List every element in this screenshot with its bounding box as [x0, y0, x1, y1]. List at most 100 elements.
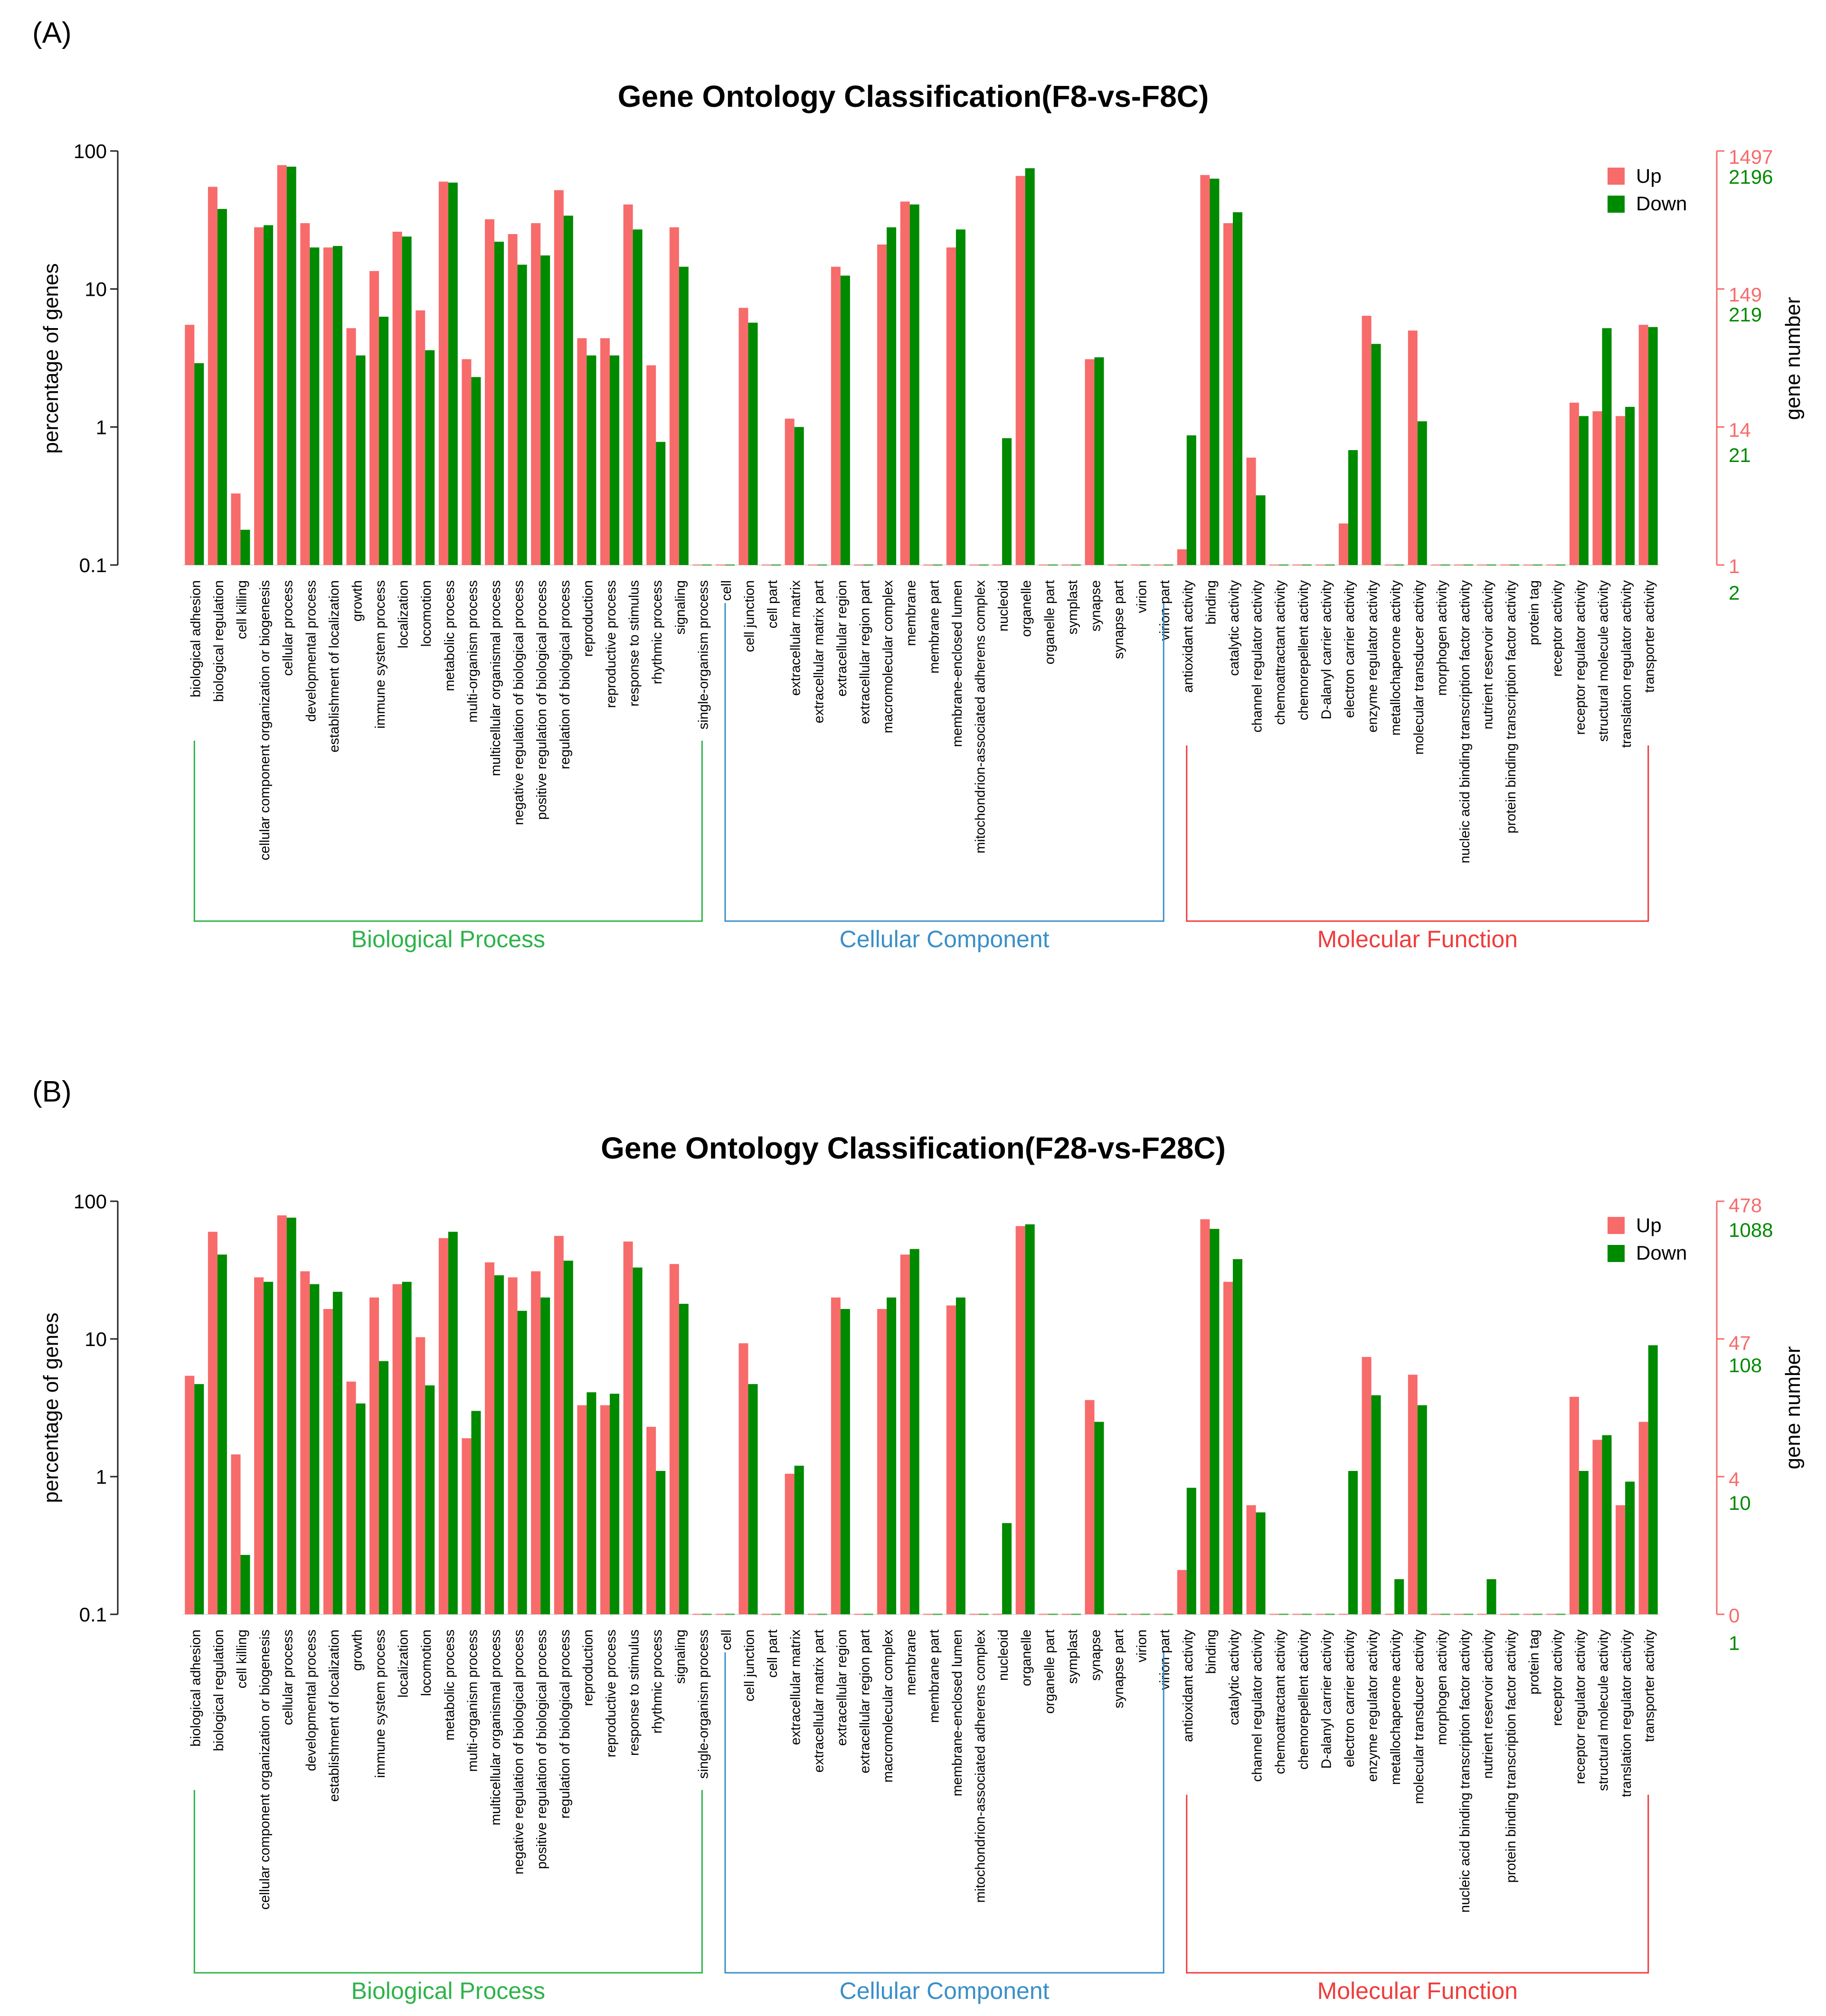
- bar-down-45: [1233, 212, 1242, 565]
- category-label-19: response to stimulus: [627, 580, 642, 707]
- category-label-1: biological regulation: [211, 580, 227, 702]
- bar-down-60: [1579, 1471, 1589, 1614]
- category-label-55: nucleic acid binding transcription facto…: [1457, 580, 1473, 864]
- bar-up-17: [577, 1405, 587, 1614]
- bar-down-35: [1002, 1523, 1012, 1614]
- category-label-27: extracellular matrix part: [811, 1630, 826, 1772]
- bar-down-9: [402, 1281, 412, 1614]
- category-label-60: receptor regulator activity: [1573, 1630, 1588, 1784]
- category-label-38: symplast: [1065, 1630, 1080, 1684]
- category-label-45: catalytic activity: [1227, 580, 1242, 676]
- bar-up-20: [646, 1427, 656, 1614]
- bar-down-46: [1256, 1512, 1266, 1614]
- bar-up-26: [785, 418, 795, 565]
- bar-up-28: [831, 266, 841, 565]
- category-label-10: locomotion: [419, 580, 434, 647]
- category-label-13: multicellular organismal process: [488, 580, 503, 776]
- bar-up-9: [392, 1284, 402, 1614]
- group-bracket-1: [724, 1652, 1164, 1974]
- category-label-6: establishment of localization: [327, 1630, 342, 1802]
- bar-up-62: [1616, 416, 1626, 565]
- bar-up-33: [946, 1305, 956, 1614]
- bar-down-44: [1210, 179, 1220, 565]
- bar-up-20: [646, 365, 656, 565]
- bar-up-26: [785, 1473, 795, 1614]
- bar-up-15: [531, 223, 541, 565]
- category-label-25: cell part: [765, 1630, 780, 1678]
- right-tick-up-label: 4: [1729, 1468, 1740, 1490]
- bar-up-43: [1177, 549, 1187, 565]
- bar-down-53: [1417, 421, 1427, 565]
- bar-down-52: [1394, 1579, 1404, 1614]
- right-tick-down-label: 108: [1729, 1354, 1762, 1376]
- panel-label: (A): [32, 17, 72, 49]
- category-label-21: signaling: [673, 580, 688, 634]
- category-label-57: protein binding transcription factor act…: [1504, 580, 1519, 834]
- bar-down-60: [1579, 416, 1589, 565]
- bar-up-7: [346, 1381, 356, 1614]
- bar-down-63: [1648, 327, 1658, 565]
- bar-down-15: [540, 255, 550, 565]
- bar-up-8: [369, 1297, 379, 1614]
- group-label-2: Molecular Function: [1317, 926, 1518, 952]
- category-label-55: nucleic acid binding transcription facto…: [1457, 1630, 1473, 1913]
- category-label-43: antioxidant activity: [1181, 580, 1196, 693]
- category-label-50: electron carrier activity: [1342, 1630, 1357, 1768]
- left-tick-label: 1: [96, 416, 107, 438]
- group-bracket-1: [724, 603, 1164, 922]
- bar-down-5: [310, 1284, 320, 1614]
- bar-down-61: [1602, 328, 1612, 565]
- category-label-60: receptor regulator activity: [1573, 580, 1588, 735]
- category-label-58: protein tag: [1527, 580, 1542, 645]
- bar-up-60: [1569, 403, 1579, 565]
- bar-up-5: [300, 223, 310, 565]
- category-label-20: rhythmic process: [650, 1630, 665, 1733]
- left-tick-label: 10: [85, 1328, 107, 1350]
- bar-up-14: [508, 1277, 518, 1614]
- category-label-36: organelle: [1019, 1630, 1034, 1686]
- bar-up-19: [623, 204, 633, 565]
- category-label-12: multi-organism process: [465, 1630, 480, 1772]
- category-label-53: molecular transducer activity: [1411, 580, 1427, 755]
- category-label-23: cell: [719, 580, 734, 601]
- bar-up-0: [185, 325, 195, 565]
- bar-down-1: [217, 209, 227, 565]
- category-label-4: cellular process: [281, 580, 296, 676]
- bar-down-56: [1486, 1579, 1496, 1614]
- category-label-6: establishment of localization: [327, 580, 342, 753]
- y-axis-label: percentage of genes: [39, 263, 63, 453]
- bar-up-51: [1362, 316, 1372, 565]
- right-tick-up-label: 149: [1729, 283, 1762, 306]
- category-label-0: biological adhesion: [188, 1630, 203, 1747]
- right-tick-up-label: 0: [1729, 1604, 1740, 1627]
- group-bracket-2: [1186, 1795, 1649, 1974]
- bar-down-18: [610, 1394, 619, 1614]
- category-label-56: nutrient reservoir activity: [1481, 580, 1496, 730]
- bar-down-20: [656, 442, 666, 565]
- bar-down-4: [286, 167, 296, 565]
- bar-down-31: [909, 204, 919, 565]
- bar-down-36: [1025, 1224, 1035, 1614]
- bar-up-17: [577, 338, 587, 565]
- bar-up-16: [554, 190, 564, 565]
- category-label-2: cell killing: [235, 580, 250, 639]
- category-label-24: cell junction: [742, 1630, 757, 1702]
- category-label-52: metallochaperone activity: [1388, 580, 1403, 736]
- category-label-47: chemoattractant activity: [1273, 580, 1288, 725]
- bar-down-17: [587, 355, 596, 565]
- bar-up-30: [877, 245, 887, 565]
- bar-down-31: [909, 1249, 919, 1614]
- right-tick-down-label: 10: [1729, 1492, 1751, 1514]
- category-label-49: D-alanyl carrier activity: [1319, 580, 1334, 720]
- bar-down-39: [1094, 1422, 1104, 1614]
- bar-down-24: [748, 1384, 758, 1614]
- bar-up-19: [623, 1241, 633, 1614]
- category-label-25: cell part: [765, 580, 780, 629]
- bar-up-28: [831, 1297, 841, 1614]
- category-label-4: cellular process: [281, 1630, 296, 1725]
- bar-down-35: [1002, 438, 1012, 565]
- bar-down-0: [194, 363, 204, 565]
- chart-panel-b: (B) Gene Ontology Classification(F28-vs-F…: [32, 1075, 1805, 2004]
- category-label-57: protein binding transcription factor act…: [1504, 1630, 1519, 1883]
- bar-down-21: [679, 266, 689, 565]
